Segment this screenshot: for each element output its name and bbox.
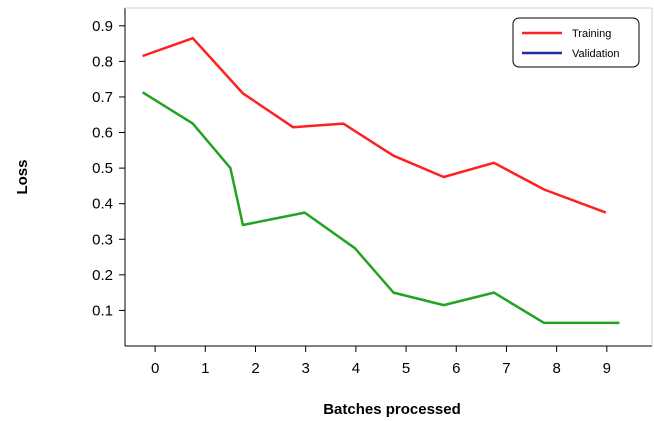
x-axis-title: Batches processed [323, 401, 461, 418]
legend-label-validation: Validation [572, 48, 620, 60]
x-tick-label: 0 [151, 360, 159, 377]
ticks: 0.1 0.2 0.3 0.4 0.5 0.6 0.7 0.8 0.9 0 1 2 3 4 5 6 7 8 9 [92, 18, 611, 377]
y-tick-label: 0.2 [92, 267, 113, 284]
x-tick-label: 7 [502, 360, 510, 377]
y-tick-label: 0.4 [92, 196, 113, 213]
x-tick-label: 9 [603, 360, 611, 377]
legend-box [512, 17, 640, 68]
x-tick-label: 2 [251, 360, 259, 377]
x-tick-label: 8 [552, 360, 560, 377]
y-tick-label: 0.9 [92, 18, 113, 35]
y-tick-label: 0.5 [92, 160, 113, 177]
y-axis-title: Loss [14, 159, 31, 194]
y-tick-label: 0.3 [92, 231, 113, 248]
series-line-training [142, 36, 607, 214]
x-tick-label: 6 [452, 360, 460, 377]
legend: Training Validation [512, 17, 640, 68]
legend-label-training: Training [572, 28, 611, 40]
series-line-1 [141, 91, 620, 325]
y-tick-label: 0.8 [92, 53, 113, 70]
x-tick-label: 5 [402, 360, 410, 377]
y-tick-label: 0.6 [92, 125, 113, 142]
x-tick-label: 3 [302, 360, 310, 377]
series-lines [141, 36, 620, 325]
x-tick-label: 1 [201, 360, 209, 377]
x-tick-label: 4 [352, 360, 360, 377]
y-tick-label: 0.1 [92, 302, 113, 319]
y-tick-label: 0.7 [92, 89, 113, 106]
axes [124, 7, 653, 347]
